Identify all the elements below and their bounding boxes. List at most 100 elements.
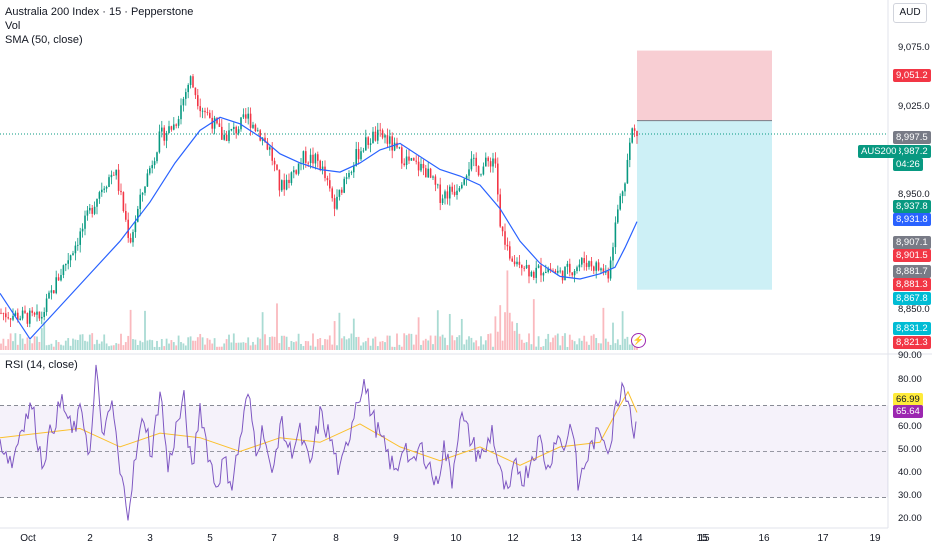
volume-bar	[300, 343, 302, 350]
volume-bar	[415, 334, 418, 350]
volume-bar	[600, 343, 602, 350]
volume-bar	[453, 340, 456, 350]
volume-bar	[177, 335, 180, 350]
volume-bar	[50, 343, 53, 350]
candle-body	[547, 268, 549, 272]
candle-body	[65, 263, 67, 266]
volume-bar	[439, 336, 442, 350]
price-tag[interactable]: 8,937.8	[893, 200, 931, 213]
candle-body	[475, 157, 477, 167]
sma-legend[interactable]: SMA (50, close)	[5, 34, 83, 46]
candle-body	[451, 186, 453, 192]
volume-bar	[408, 333, 410, 350]
volume-bar	[597, 343, 600, 350]
candle-body	[355, 149, 357, 166]
symbol-tag[interactable]: AUS200	[858, 145, 900, 158]
volume-bar	[420, 344, 422, 350]
volume-bar	[4, 345, 7, 350]
volume-bar	[511, 321, 514, 350]
time-axis-label: 10	[450, 533, 462, 544]
candle-body	[381, 130, 384, 138]
candle-body	[72, 253, 74, 256]
volume-bar	[117, 343, 120, 350]
volume-bar	[216, 346, 218, 350]
candle-body	[26, 312, 29, 324]
candle-body	[422, 163, 425, 169]
volume-bar	[393, 346, 396, 350]
volume-bar	[391, 346, 394, 350]
candle-body	[499, 194, 501, 227]
volume-bar	[492, 346, 494, 350]
candle-body	[192, 76, 194, 88]
candle-body	[540, 265, 542, 276]
price-tag-last[interactable]: 8,987.2	[893, 145, 931, 158]
candle-body	[17, 312, 19, 320]
volume-bar	[400, 346, 403, 350]
price-tag[interactable]: 8,821.3	[893, 336, 931, 349]
price-tag[interactable]: 8,881.7	[893, 265, 931, 278]
volume-bar	[276, 303, 278, 350]
volume-bar	[357, 336, 360, 350]
volume-bar	[609, 344, 612, 350]
currency-button[interactable]: AUD	[893, 3, 927, 23]
volume-bar	[297, 333, 300, 350]
volume-bar	[148, 339, 151, 350]
volume-bar	[583, 335, 586, 350]
rsi-value-tag[interactable]: 65.64	[893, 405, 923, 418]
price-tag[interactable]: 8,831.2	[893, 322, 931, 335]
candle-body	[57, 277, 60, 281]
candle-body	[117, 169, 120, 191]
volume-bar	[79, 334, 82, 350]
candle-body	[305, 151, 307, 163]
candle-body	[93, 206, 96, 214]
candle-body	[485, 157, 487, 167]
candle-body	[259, 130, 261, 141]
candle-body	[561, 270, 564, 281]
vol-legend[interactable]: Vol	[5, 20, 21, 32]
sma-price-tag[interactable]: 8,931.8	[893, 213, 931, 226]
price-tag-entry[interactable]: 8,997.5	[893, 131, 931, 144]
volume-bar	[81, 334, 84, 350]
candle-body	[465, 175, 468, 180]
volume-bar	[604, 338, 607, 350]
price-tag[interactable]: 8,901.5	[893, 249, 931, 262]
candle-body	[293, 170, 295, 173]
volume-bar	[424, 338, 427, 350]
volume-bar	[309, 345, 312, 350]
volume-bar	[204, 344, 206, 350]
volume-bar	[160, 339, 163, 350]
candle-body	[398, 147, 401, 149]
volume-bar	[319, 338, 322, 350]
candle-body	[132, 232, 134, 243]
volume-bar	[576, 344, 578, 350]
price-tag-target[interactable]: 8,867.8	[893, 292, 931, 305]
price-tag[interactable]: 8,907.1	[893, 236, 931, 249]
rsi-legend[interactable]: RSI (14, close)	[5, 359, 78, 371]
position-zones[interactable]	[0, 50, 888, 290]
volume-bar	[62, 345, 65, 350]
lightning-icon[interactable]: ⚡	[631, 333, 646, 348]
price-tag-stop[interactable]: 9,051.2	[893, 69, 931, 82]
rsi-ma-tag[interactable]: 66.99	[893, 393, 923, 406]
volume-bar	[475, 340, 478, 350]
volume-bar	[549, 342, 552, 350]
candle-body	[103, 188, 105, 190]
symbol-title[interactable]: Australia 200 Index · 15 · Pepperstone	[5, 6, 194, 18]
candle-body	[288, 179, 290, 184]
volume-bar	[520, 339, 523, 350]
candle-body	[237, 129, 240, 134]
candle-body	[9, 318, 12, 320]
volume-bar	[324, 339, 326, 350]
price-tag[interactable]: 8,881.3	[893, 278, 931, 291]
volume-bars	[0, 270, 638, 350]
volume-bar	[110, 345, 113, 350]
volume-bar	[168, 343, 170, 350]
volume-bar	[211, 343, 214, 350]
candle-body	[420, 163, 422, 171]
candle-body	[597, 262, 600, 271]
volume-bar	[225, 339, 228, 350]
volume-bar	[26, 337, 29, 350]
volume-bar	[228, 334, 230, 350]
candle-body	[273, 160, 276, 165]
